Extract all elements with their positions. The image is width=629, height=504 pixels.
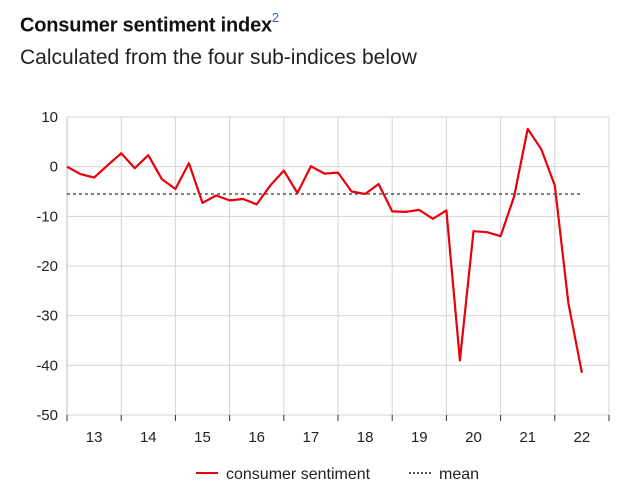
x-tick-label: 22 [574,429,591,446]
x-tick-label: 21 [519,429,536,446]
legend: consumer sentiment mean [0,466,629,490]
y-axis-ticks: 10 0 -10 -20 -30 -40 -50 [36,109,58,424]
y-tick-label: -10 [36,208,58,225]
x-axis-ticks: 13 14 15 16 17 18 19 20 21 22 [86,429,590,446]
series-layer [66,127,583,374]
x-tick-label: 14 [140,429,157,446]
x-tick-label: 20 [465,429,482,446]
y-tick-label: -40 [36,357,58,374]
legend-label-consumer-sentiment: consumer sentiment [226,466,371,483]
legend-mean-swatch [409,471,431,474]
legend-item-consumer-sentiment[interactable]: consumer sentiment [196,466,370,484]
x-tick-label: 18 [357,429,374,446]
x-tick-label: 16 [248,429,265,446]
x-tick-label: 17 [303,429,320,446]
chart-subtitle: Calculated from the four sub-indices bel… [20,46,417,69]
x-tick-label: 15 [194,429,211,446]
y-tick-label: 0 [50,159,58,176]
legend-item-mean[interactable]: mean [409,466,479,484]
grid [66,116,610,421]
y-tick-label: -20 [36,258,58,275]
y-tick-label: 10 [41,109,58,126]
chart-title: Consumer sentiment index2 [20,10,279,37]
x-tick-label: 19 [411,429,428,446]
legend-series-swatch [196,471,218,474]
x-tick-label: 13 [86,429,103,446]
legend-label-mean: mean [439,466,480,483]
y-tick-label: -50 [36,407,58,424]
consumer-sentiment-line [66,127,583,374]
title-footnote[interactable]: 2 [271,10,279,25]
y-tick-label: -30 [36,308,58,325]
